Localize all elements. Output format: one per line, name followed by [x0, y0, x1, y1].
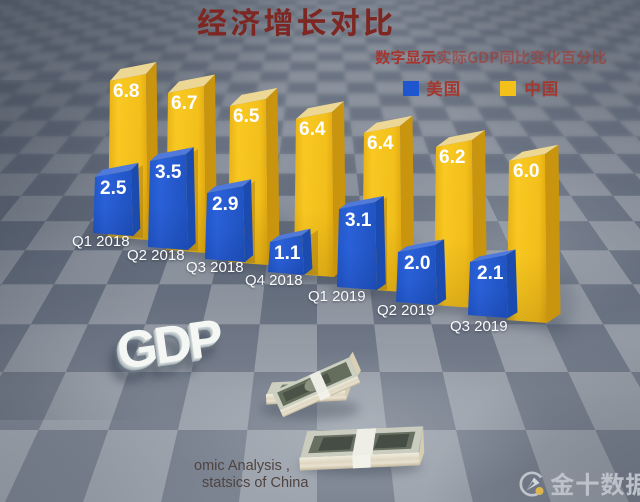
svg-text:3.1: 3.1	[345, 210, 372, 231]
svg-text:6.7: 6.7	[171, 93, 197, 114]
svg-text:2.1: 2.1	[477, 263, 504, 284]
svg-text:3.5: 3.5	[155, 162, 182, 183]
svg-text:6.8: 6.8	[113, 81, 139, 102]
svg-text:6.4: 6.4	[299, 119, 326, 140]
svg-text:6.4: 6.4	[367, 133, 394, 154]
svg-text:2.5: 2.5	[100, 178, 127, 199]
svg-text:1.1: 1.1	[274, 243, 301, 264]
svg-text:6.5: 6.5	[233, 106, 260, 127]
svg-text:2.0: 2.0	[404, 253, 430, 274]
svg-text:6.0: 6.0	[513, 161, 539, 182]
svg-text:6.2: 6.2	[439, 147, 465, 168]
svg-text:2.9: 2.9	[212, 194, 238, 215]
